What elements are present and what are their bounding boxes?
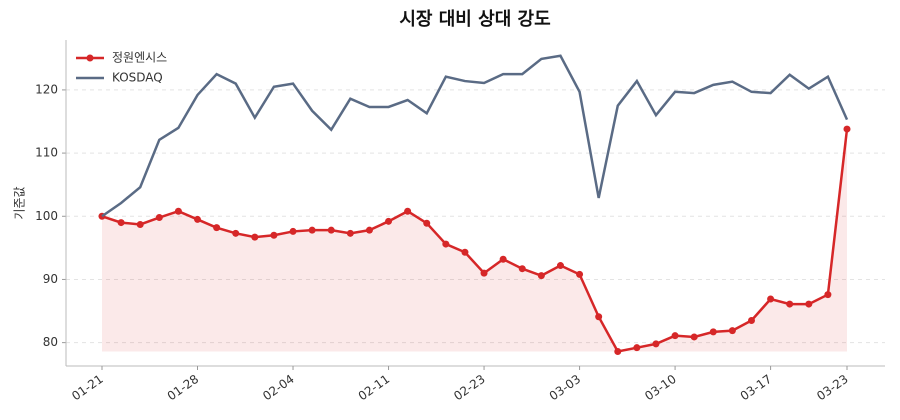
point: [289, 227, 297, 235]
x-tick-label: 02-11: [356, 372, 393, 403]
x-tick-label: 02-04: [260, 372, 297, 403]
y-axis-label: 기준값: [13, 186, 27, 219]
x-tick-label: 03-23: [814, 372, 851, 403]
y-tick-label: 90: [43, 272, 58, 286]
area: [102, 129, 847, 352]
point: [346, 229, 354, 237]
point: [786, 300, 794, 308]
point: [385, 217, 393, 225]
legend-label: 정원엔시스: [112, 51, 167, 65]
point: [709, 328, 717, 336]
point: [690, 333, 698, 341]
point: [728, 327, 736, 335]
x-tick-label: 03-10: [642, 372, 679, 403]
point: [423, 219, 431, 227]
point: [556, 262, 564, 270]
y-tick-label: 100: [35, 209, 58, 223]
point: [537, 272, 545, 280]
point: [404, 207, 412, 215]
x-tick-label: 03-17: [738, 372, 775, 403]
point: [518, 265, 526, 273]
point: [136, 220, 144, 228]
legend-marker: [86, 54, 94, 62]
point: [213, 224, 221, 232]
point: [576, 270, 584, 278]
point: [499, 255, 507, 263]
point: [327, 226, 335, 234]
point: [671, 332, 679, 340]
point: [461, 248, 469, 256]
y-tick-label: 80: [43, 335, 58, 349]
point: [232, 229, 240, 237]
point: [194, 215, 202, 223]
point: [155, 214, 163, 222]
chart-title: 시장 대비 상대 강도: [399, 9, 550, 30]
point: [480, 269, 488, 277]
point: [614, 347, 622, 355]
y-tick-label: 120: [35, 82, 58, 96]
point: [824, 291, 832, 299]
legend-label: KOSDAQ: [112, 71, 163, 85]
y-tick-label: 110: [35, 146, 58, 160]
point: [652, 340, 660, 348]
point: [633, 344, 641, 352]
point: [251, 233, 259, 241]
x-tick-label: 02-23: [451, 372, 488, 403]
x-tick-label: 01-28: [165, 372, 202, 403]
point: [365, 226, 373, 234]
point: [595, 313, 603, 321]
point: [805, 300, 813, 308]
x-tick-label: 03-03: [547, 372, 584, 403]
point: [270, 231, 278, 239]
x-tick-label: 01-21: [69, 372, 106, 403]
point: [767, 295, 775, 303]
point: [174, 207, 182, 215]
point: [308, 226, 316, 234]
point: [442, 240, 450, 248]
point: [843, 125, 851, 133]
line: [101, 128, 849, 353]
point: [117, 219, 125, 227]
point: [747, 317, 755, 325]
line: [101, 54, 849, 218]
